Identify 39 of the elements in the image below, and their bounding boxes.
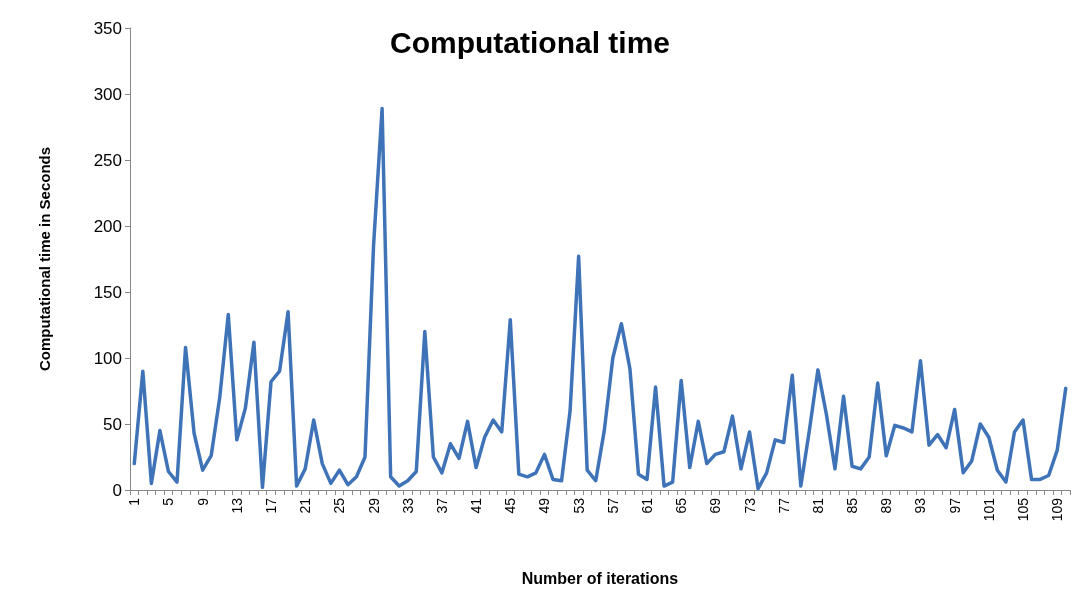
x-tick-label: 25: [331, 497, 348, 514]
x-tick-label: 77: [775, 497, 792, 514]
x-tick-label: 33: [399, 497, 416, 514]
x-tick-label: 13: [228, 497, 245, 514]
x-tick-label: 41: [468, 497, 485, 514]
y-tick-label: 250: [93, 150, 122, 170]
y-axis-title: Computational time in Seconds: [36, 146, 53, 372]
x-tick-label: 105: [1015, 497, 1031, 522]
y-tick-label: 0: [112, 480, 122, 500]
y-tick-label: 100: [93, 348, 122, 368]
y-tick-label: 50: [103, 414, 122, 434]
x-tick-label: 49: [536, 497, 553, 514]
x-tick-label: 93: [912, 497, 929, 514]
x-tick-label: 97: [946, 497, 963, 514]
y-tick-label: 300: [93, 84, 122, 104]
x-tick-label: 45: [502, 497, 519, 514]
x-tick-label: 85: [844, 497, 861, 514]
y-tick-label: 150: [93, 282, 122, 302]
y-tick-label: 350: [93, 18, 122, 38]
x-tick-label: 109: [1049, 497, 1066, 522]
x-tick-label: 57: [604, 497, 621, 514]
x-tick-label: 29: [365, 497, 382, 514]
x-tick-label: 101: [980, 497, 997, 522]
x-tick-label: 89: [878, 497, 895, 514]
x-tick-label: 73: [741, 497, 758, 514]
chart-title: Computational time: [390, 25, 671, 59]
x-tick-label: 37: [433, 497, 450, 514]
x-tick-label: 61: [639, 497, 655, 514]
x-axis-title: Number of iterations: [521, 569, 679, 587]
x-tick-label: 65: [673, 497, 690, 514]
x-tick-label: 81: [809, 497, 826, 514]
x-tick-label: 21: [297, 497, 314, 514]
x-tick-label: 53: [570, 497, 587, 514]
x-tick-label: 69: [707, 497, 724, 514]
x-tick-label: 9: [194, 497, 211, 506]
x-tick-label: 17: [263, 497, 279, 514]
x-tick-label: 1: [126, 497, 143, 506]
y-tick-label: 200: [93, 216, 122, 236]
x-tick-label: 5: [160, 497, 177, 506]
